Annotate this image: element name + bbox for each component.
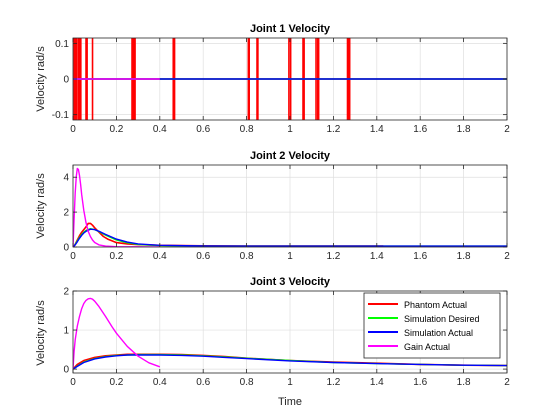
joint3-xtick-label: 0.8 — [240, 377, 254, 388]
joint2-ytick-label: 2 — [63, 208, 69, 219]
joint3-xtick-label: 1.8 — [457, 377, 471, 388]
xlabel-time: Time — [278, 396, 302, 408]
legend-label-simulation-desired: Simulation Desired — [404, 314, 480, 324]
joint3-title: Joint 3 Velocity — [250, 276, 331, 288]
joint3-series-group — [73, 297, 507, 370]
legend-entry-simulation-actual: Simulation Actual — [368, 328, 473, 338]
joint3-xtick-label: 1.4 — [370, 377, 384, 388]
joint1-xtick-label: 1.6 — [413, 124, 427, 135]
joint3-xtick-label: 0.2 — [109, 377, 123, 388]
legend-entry-gain-actual: Gain Actual — [368, 342, 450, 352]
joint3-series-line-3 — [73, 354, 507, 370]
joint2-series-group — [73, 167, 507, 247]
joint1-xtick-label: 0.2 — [109, 124, 123, 135]
joint2-xtick-label: 1.8 — [457, 251, 471, 262]
joint3-xtick-label: 0.4 — [153, 377, 167, 388]
joint1-title: Joint 1 Velocity — [250, 23, 331, 35]
joint2-xtick-label: 0 — [70, 251, 76, 262]
ylabel-joint2: Velocity rad/s — [35, 173, 47, 239]
joint1-xtick-label: 0 — [70, 124, 76, 135]
legend-entry-phantom-actual: Phantom Actual — [368, 300, 467, 310]
ylabel-joint3: Velocity rad/s — [35, 300, 47, 366]
joint2-xtick-label: 0.8 — [240, 251, 254, 262]
joint3-xtick-label: 2 — [504, 377, 510, 388]
joint2-xtick-label: 0.6 — [196, 251, 210, 262]
legend-label-simulation-actual: Simulation Actual — [404, 328, 473, 338]
ylabel-joint1: Velocity rad/s — [35, 46, 47, 112]
legend-label-phantom-actual: Phantom Actual — [404, 300, 467, 310]
joint3-xtick-label: 1 — [287, 377, 293, 388]
joint3-ytick-label: 0 — [63, 365, 69, 376]
joint3-ytick-label: 1 — [63, 326, 69, 337]
joint2-ytick-label: 0 — [63, 243, 69, 254]
joint2-xtick-label: 1.2 — [326, 251, 340, 262]
joint1-xtick-label: 2 — [504, 124, 510, 135]
joint1-xtick-label: 1.2 — [326, 124, 340, 135]
joint1-xtick-label: 1 — [287, 124, 293, 135]
joint2-ytick-label: 4 — [63, 173, 69, 184]
joint1-xtick-label: 0.6 — [196, 124, 210, 135]
joint2-series-line-3 — [73, 228, 507, 247]
joint2-xtick-label: 1 — [287, 251, 293, 262]
joint1-xtick-label: 0.8 — [240, 124, 254, 135]
joint2-title: Joint 2 Velocity — [250, 150, 331, 162]
joint1-series-group — [73, 38, 507, 120]
joint3-ytick-label: 2 — [63, 287, 69, 298]
legend-label-gain-actual: Gain Actual — [404, 342, 450, 352]
joint1-xtick-label: 0.4 — [153, 124, 167, 135]
joint1-ytick-label: -0.1 — [52, 110, 70, 121]
joint2-xtick-label: 2 — [504, 251, 510, 262]
joint3-xtick-label: 0.6 — [196, 377, 210, 388]
joint2-xtick-label: 0.4 — [153, 251, 167, 262]
joint1-ytick-label: 0 — [63, 75, 69, 86]
joint2-xtick-label: 1.4 — [370, 251, 384, 262]
joint2-xtick-label: 1.6 — [413, 251, 427, 262]
joint3-xtick-label: 0 — [70, 377, 76, 388]
joint1-xtick-label: 1.4 — [370, 124, 384, 135]
legend-entry-simulation-desired: Simulation Desired — [368, 314, 480, 324]
joint2-xtick-label: 0.2 — [109, 251, 123, 262]
joint3-series-line-4 — [73, 297, 161, 370]
joint3-xtick-label: 1.2 — [326, 377, 340, 388]
joint1-ytick-label: 0.1 — [55, 39, 69, 50]
joint3-xtick-label: 1.6 — [413, 377, 427, 388]
legend: Phantom Actual Simulation Desired Simula… — [363, 292, 501, 359]
joint1-xtick-label: 1.8 — [457, 124, 471, 135]
